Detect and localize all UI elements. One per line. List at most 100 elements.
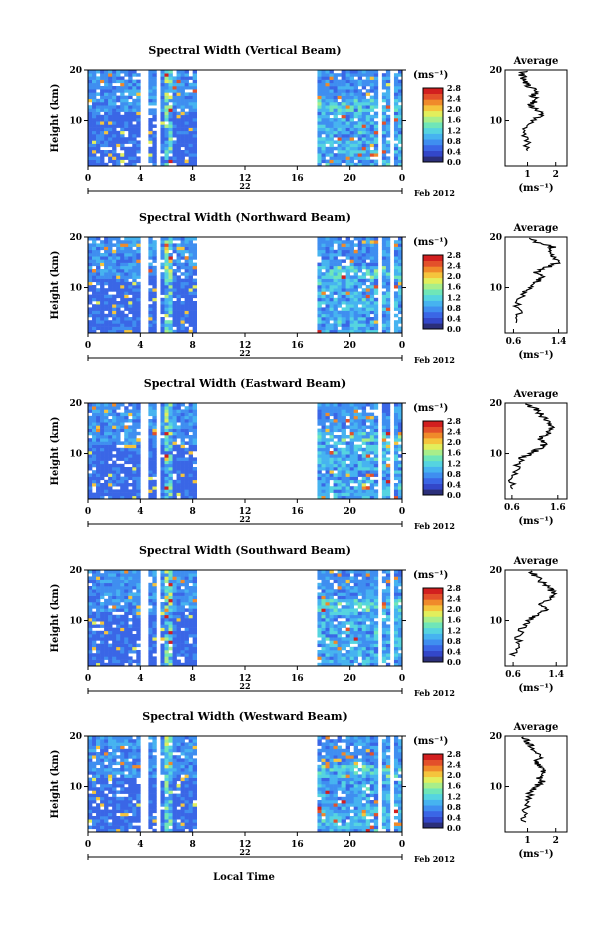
heatmap-cell — [337, 592, 342, 596]
heatmap-cell — [333, 630, 338, 635]
heatmap-cell — [112, 576, 117, 580]
heatmap-cell — [353, 473, 359, 477]
heatmap-cell — [104, 460, 109, 465]
heatmap-cell — [152, 310, 157, 315]
heatmap-cell — [108, 89, 113, 93]
heatmap-cell — [100, 640, 105, 644]
heatmap-cell — [349, 463, 354, 468]
heatmap-cell — [120, 326, 125, 331]
heatmap-cell — [321, 262, 326, 267]
heatmap-cell — [373, 153, 379, 157]
heatmap-cell — [349, 419, 354, 423]
heatmap-cell — [365, 246, 371, 251]
heatmap-cell — [329, 486, 334, 490]
heatmap-cell — [132, 406, 137, 410]
heatmap-cell — [329, 89, 334, 93]
heatmap-cell — [341, 595, 346, 600]
heatmap-cell — [397, 428, 403, 433]
heatmap-cell — [128, 265, 133, 270]
heatmap-cell — [192, 438, 197, 442]
heatmap-cell — [148, 467, 153, 471]
heatmap-cell — [337, 320, 342, 324]
heatmap-cell — [128, 582, 133, 587]
heatmap-cell — [152, 102, 157, 106]
heatmap-cell — [88, 473, 93, 477]
heatmap-cell — [104, 627, 109, 632]
heatmap-cell — [393, 630, 399, 635]
heatmap-cell — [120, 240, 125, 244]
heatmap-cell — [92, 643, 97, 648]
heatmap-cell — [112, 431, 117, 436]
heatmap-cell — [188, 457, 193, 461]
heatmap-cell — [321, 646, 326, 651]
heatmap-cell — [88, 98, 93, 103]
heatmap-cell — [136, 285, 141, 289]
heatmap-cell — [108, 586, 113, 590]
heatmap-cell — [333, 323, 338, 327]
heatmap-cell — [104, 457, 109, 461]
heatmap-cell — [397, 419, 403, 423]
heatmap-cell — [172, 121, 177, 125]
heatmap-cell — [341, 662, 346, 667]
panel-4: Spectral Width (Southward Beam)0 4 8 12 16 20… — [50, 544, 568, 698]
heatmap-cell — [164, 79, 169, 84]
heatmap-cell — [176, 646, 181, 651]
heatmap-cell — [329, 653, 334, 657]
heatmap-cell — [116, 326, 121, 331]
heatmap-cell — [92, 492, 97, 497]
heatmap-cell — [345, 419, 350, 423]
heatmap-cell — [373, 102, 379, 106]
heatmap-cell — [112, 483, 117, 487]
heatmap-cell — [337, 457, 342, 461]
heatmap-cell — [124, 611, 129, 616]
heatmap-cell — [317, 159, 322, 164]
heatmap-cell — [365, 586, 371, 590]
heatmap-cell — [192, 262, 197, 267]
heatmap-cell — [393, 634, 399, 638]
heatmap-cell — [132, 118, 137, 122]
heatmap-cell — [180, 262, 185, 267]
heatmap-cell — [88, 265, 93, 270]
heatmap-cell — [325, 589, 330, 593]
heatmap-cell — [88, 630, 93, 635]
heatmap-cell — [112, 162, 117, 167]
heatmap-cell — [381, 483, 387, 487]
heatmap-cell — [397, 95, 403, 100]
heatmap-cell — [353, 444, 359, 449]
heatmap-cell — [128, 492, 133, 497]
heatmap-cell — [353, 323, 359, 327]
heatmap-cell — [148, 643, 153, 648]
heatmap-cell — [373, 140, 379, 144]
heatmap-cell — [92, 146, 97, 151]
heatmap-cell — [369, 419, 375, 423]
heatmap-cell — [92, 441, 97, 445]
heatmap-cell — [369, 634, 375, 638]
heatmap-cell — [333, 624, 338, 628]
heatmap-cell — [361, 134, 367, 138]
heatmap-cell — [369, 304, 375, 308]
heatmap-cell — [188, 140, 193, 144]
heatmap-cell — [188, 114, 193, 119]
heatmap-cell — [160, 323, 165, 327]
heatmap-cell — [160, 70, 165, 74]
heatmap-cell — [148, 265, 153, 270]
heatmap-cell — [160, 483, 165, 487]
heatmap-cell — [100, 329, 105, 334]
heatmap-cell — [120, 589, 125, 593]
heatmap-cell — [393, 146, 399, 151]
heatmap-cell — [148, 256, 153, 260]
heatmap-cell — [180, 105, 185, 109]
heatmap-cell — [192, 121, 197, 125]
heatmap-cell — [385, 291, 391, 295]
heatmap-cell — [164, 127, 169, 132]
heatmap-cell — [108, 307, 113, 311]
heatmap-cell — [361, 329, 367, 334]
heatmap-cell — [397, 310, 403, 315]
heatmap-cell — [349, 124, 354, 128]
heatmap-cell — [353, 307, 359, 311]
heatmap-cell — [100, 425, 105, 429]
heatmap-cell — [192, 656, 197, 660]
heatmap-cell — [184, 451, 189, 455]
heatmap-cell — [325, 127, 330, 132]
x-tick-label: 0 — [399, 341, 405, 351]
